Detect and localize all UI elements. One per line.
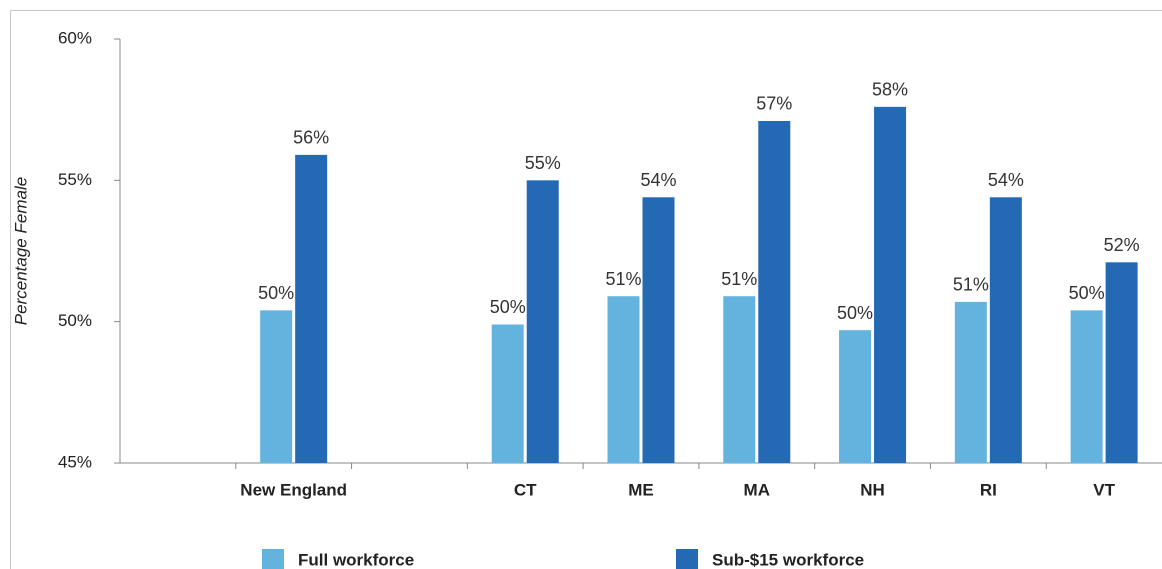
bar bbox=[723, 296, 756, 463]
x-tick-label: ME bbox=[628, 480, 654, 499]
value-label: 54% bbox=[640, 170, 676, 190]
bar bbox=[1070, 310, 1103, 463]
value-label: 50% bbox=[490, 297, 526, 317]
x-tick-label: VT bbox=[1093, 480, 1115, 499]
value-label: 58% bbox=[872, 80, 908, 100]
bar bbox=[607, 296, 640, 463]
bar bbox=[642, 197, 675, 463]
value-label: 50% bbox=[1069, 283, 1105, 303]
x-tick-label: NH bbox=[860, 480, 885, 499]
y-tick-label: 55% bbox=[58, 170, 92, 189]
x-tick-label: MA bbox=[744, 480, 770, 499]
y-tick-label: 60% bbox=[58, 28, 92, 47]
value-label: 51% bbox=[953, 275, 989, 295]
value-label: 50% bbox=[837, 303, 873, 323]
bar bbox=[989, 197, 1022, 463]
value-label: 50% bbox=[258, 283, 294, 303]
bar bbox=[954, 301, 987, 463]
value-label: 52% bbox=[1104, 235, 1140, 255]
bar bbox=[526, 180, 559, 464]
bar bbox=[758, 120, 791, 464]
legend-label: Full workforce bbox=[298, 550, 414, 569]
value-label: 51% bbox=[721, 269, 757, 289]
value-label: 54% bbox=[988, 170, 1024, 190]
legend-swatch bbox=[262, 549, 284, 569]
chart-frame bbox=[10, 10, 1162, 569]
legend-swatch bbox=[676, 549, 698, 569]
y-tick-label: 50% bbox=[58, 311, 92, 330]
bar bbox=[874, 106, 907, 463]
y-axis-label: Percentage Female bbox=[11, 177, 30, 325]
bar bbox=[295, 154, 328, 464]
legend-label: Sub-$15 workforce bbox=[712, 550, 864, 569]
x-tick-label: New England bbox=[240, 480, 347, 499]
value-label: 51% bbox=[605, 269, 641, 289]
value-label: 55% bbox=[525, 153, 561, 173]
x-tick-label: RI bbox=[980, 480, 997, 499]
bar bbox=[260, 310, 293, 463]
bar bbox=[491, 324, 524, 463]
y-tick-label: 45% bbox=[58, 452, 92, 471]
value-label: 56% bbox=[293, 128, 329, 148]
x-tick-label: CT bbox=[514, 480, 537, 499]
value-label: 57% bbox=[756, 94, 792, 114]
bar bbox=[839, 330, 872, 463]
bar bbox=[1105, 262, 1138, 463]
